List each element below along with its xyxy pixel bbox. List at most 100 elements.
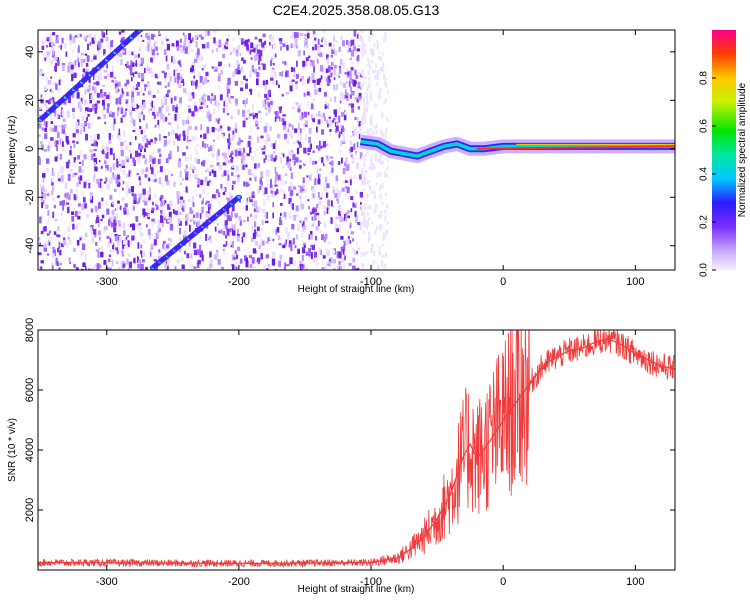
- noise-cell: [165, 215, 169, 219]
- noise-cell: [91, 37, 95, 44]
- noise-cell: [314, 44, 317, 51]
- noise-cell: [340, 209, 343, 214]
- noise-cell: [83, 197, 86, 203]
- noise-cell: [208, 113, 212, 116]
- noise-cell: [208, 115, 212, 122]
- noise-cell: [250, 237, 254, 242]
- noise-cell: [348, 150, 351, 153]
- noise-cell: [263, 145, 266, 150]
- noise-cell: [109, 111, 112, 115]
- noise-cell: [146, 67, 149, 72]
- noise-cell: [311, 216, 314, 221]
- noise-cell: [128, 150, 131, 153]
- noise-cell: [243, 75, 246, 80]
- noise-cell: [371, 59, 374, 63]
- noise-cell: [254, 68, 258, 74]
- noise-cell: [53, 109, 56, 114]
- noise-cell: [324, 187, 327, 192]
- noise-cell: [179, 171, 182, 178]
- noise-cell: [309, 157, 312, 164]
- noise-cell: [367, 57, 370, 62]
- noise-cell: [161, 220, 164, 227]
- noise-cell: [255, 259, 259, 263]
- noise-cell: [73, 157, 76, 163]
- noise-cell: [361, 84, 364, 87]
- noise-cell: [279, 106, 282, 114]
- noise-cell: [182, 152, 186, 156]
- noise-cell: [61, 63, 65, 66]
- noise-cell: [342, 139, 346, 144]
- noise-cell: [238, 222, 240, 228]
- noise-cell: [220, 172, 224, 176]
- noise-cell: [119, 163, 121, 167]
- noise-cell: [174, 210, 178, 215]
- noise-cell: [244, 164, 248, 168]
- noise-cell: [167, 169, 170, 172]
- noise-cell: [316, 259, 319, 263]
- noise-cell: [292, 69, 297, 76]
- noise-cell: [158, 249, 161, 253]
- noise-cell: [229, 216, 232, 221]
- noise-cell: [365, 96, 368, 100]
- noise-cell: [286, 138, 290, 145]
- noise-cell: [154, 40, 158, 45]
- noise-cell: [129, 119, 132, 123]
- noise-cell: [38, 145, 42, 148]
- noise-cell: [208, 171, 212, 176]
- noise-cell: [316, 126, 318, 133]
- noise-cell: [218, 73, 222, 77]
- noise-cell: [312, 258, 316, 263]
- noise-cell: [213, 194, 217, 199]
- noise-cell: [362, 211, 365, 217]
- noise-cell: [301, 221, 305, 228]
- noise-cell: [114, 80, 118, 84]
- noise-cell: [185, 164, 188, 169]
- noise-cell: [375, 183, 378, 186]
- noise-cell: [233, 47, 237, 53]
- noise-cell: [249, 70, 252, 78]
- noise-cell: [119, 168, 122, 171]
- noise-cell: [297, 108, 301, 113]
- noise-cell: [260, 238, 263, 245]
- noise-cell: [266, 170, 270, 177]
- noise-cell: [177, 77, 179, 84]
- noise-cell: [253, 114, 255, 120]
- noise-cell: [381, 111, 384, 116]
- noise-cell: [232, 130, 235, 138]
- noise-cell: [369, 132, 372, 138]
- noise-cell: [122, 263, 126, 268]
- noise-cell: [116, 158, 118, 166]
- noise-cell: [87, 89, 90, 93]
- noise-cell: [305, 33, 307, 37]
- noise-cell: [64, 257, 67, 261]
- noise-cell: [319, 221, 322, 224]
- noise-cell: [88, 268, 91, 270]
- noise-cell: [113, 226, 117, 233]
- noise-cell: [52, 249, 56, 257]
- noise-cell: [158, 134, 161, 141]
- noise-cell: [117, 220, 121, 225]
- noise-cell: [318, 247, 321, 254]
- noise-cell: [349, 226, 352, 231]
- x-tick-label: -300: [96, 276, 118, 288]
- noise-cell: [386, 117, 389, 123]
- noise-cell: [106, 184, 110, 190]
- noise-cell: [103, 75, 108, 79]
- noise-cell: [202, 197, 204, 205]
- noise-cell: [145, 123, 148, 129]
- noise-cell: [98, 49, 101, 54]
- noise-cell: [357, 82, 360, 87]
- noise-cell: [225, 157, 228, 164]
- noise-cell: [149, 251, 152, 257]
- noise-cell: [98, 46, 101, 51]
- noise-cell: [203, 64, 207, 68]
- noise-cell: [79, 150, 83, 158]
- noise-cell: [252, 103, 254, 111]
- noise-cell: [53, 205, 56, 209]
- noise-cell: [50, 76, 52, 79]
- noise-cell: [125, 258, 129, 265]
- noise-cell: [240, 140, 244, 143]
- noise-cell: [343, 240, 346, 243]
- noise-cell: [353, 45, 356, 52]
